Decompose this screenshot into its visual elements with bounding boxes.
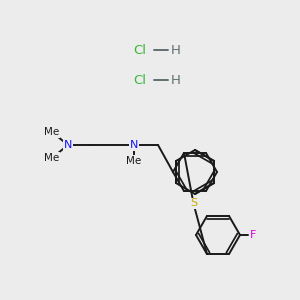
Text: S: S xyxy=(190,199,197,208)
Text: N: N xyxy=(64,140,72,150)
Text: Cl: Cl xyxy=(134,74,146,86)
Text: F: F xyxy=(250,230,256,240)
Text: Me: Me xyxy=(126,156,142,166)
Text: N: N xyxy=(130,140,138,150)
Text: Cl: Cl xyxy=(134,44,146,56)
Text: Me: Me xyxy=(44,153,60,163)
Text: H: H xyxy=(171,74,181,86)
Text: H: H xyxy=(171,44,181,56)
Text: Me: Me xyxy=(44,127,60,137)
